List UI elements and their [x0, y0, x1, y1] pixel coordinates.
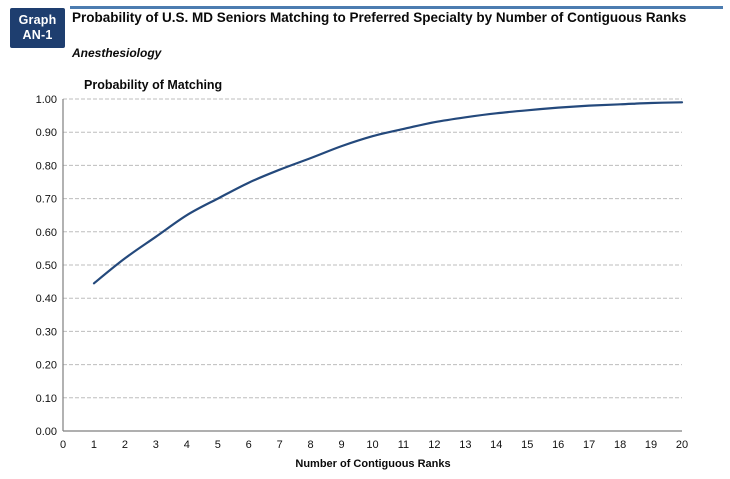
- x-tick-label: 5: [215, 439, 221, 451]
- y-tick-label: 0.60: [36, 227, 57, 239]
- y-tick-label: 0.00: [36, 426, 57, 438]
- x-tick-label: 15: [521, 439, 533, 451]
- x-tick-label: 8: [308, 439, 314, 451]
- graph-id-badge: Graph AN-1: [10, 8, 65, 48]
- x-tick-label: 20: [676, 439, 688, 451]
- x-tick-label: 0: [60, 439, 66, 451]
- x-tick-label: 16: [552, 439, 564, 451]
- x-tick-label: 3: [153, 439, 159, 451]
- y-tick-label: 0.90: [36, 127, 57, 139]
- y-tick-label: 0.10: [36, 393, 57, 405]
- y-tick-label: 1.00: [36, 94, 57, 106]
- y-tick-label: 0.50: [36, 260, 57, 272]
- header-rule: [70, 6, 723, 9]
- x-tick-label: 10: [366, 439, 378, 451]
- x-tick-label: 11: [398, 439, 409, 451]
- x-tick-label: 7: [277, 439, 283, 451]
- x-tick-label: 4: [184, 439, 190, 451]
- document-title: Probability of U.S. MD Seniors Matching …: [72, 10, 687, 25]
- y-tick-label: 0.80: [36, 160, 57, 172]
- probability-curve: [92, 101, 684, 285]
- x-tick-label: 13: [459, 439, 471, 451]
- x-tick-label: 18: [614, 439, 626, 451]
- x-tick-label: 9: [338, 439, 344, 451]
- x-tick-label: 1: [91, 439, 97, 451]
- chart-title: Probability of Matching: [84, 78, 223, 92]
- y-tick-label: 0.30: [36, 326, 57, 338]
- x-tick-label: 17: [583, 439, 595, 451]
- x-tick-label: 6: [246, 439, 252, 451]
- x-axis-title: Number of Contiguous Ranks: [295, 458, 451, 470]
- graph-id-badge-line1: Graph: [18, 13, 57, 27]
- x-tick-label: 14: [490, 439, 502, 451]
- graph-id-badge-line2: AN-1: [22, 28, 53, 42]
- y-tick-label: 0.20: [36, 360, 57, 372]
- x-tick-label: 2: [122, 439, 128, 451]
- x-tick-label: 12: [428, 439, 440, 451]
- y-tick-label: 0.70: [36, 194, 57, 206]
- document-subtitle: Anesthesiology: [72, 46, 162, 60]
- x-tick-label: 19: [645, 439, 657, 451]
- y-tick-label: 0.40: [36, 293, 57, 305]
